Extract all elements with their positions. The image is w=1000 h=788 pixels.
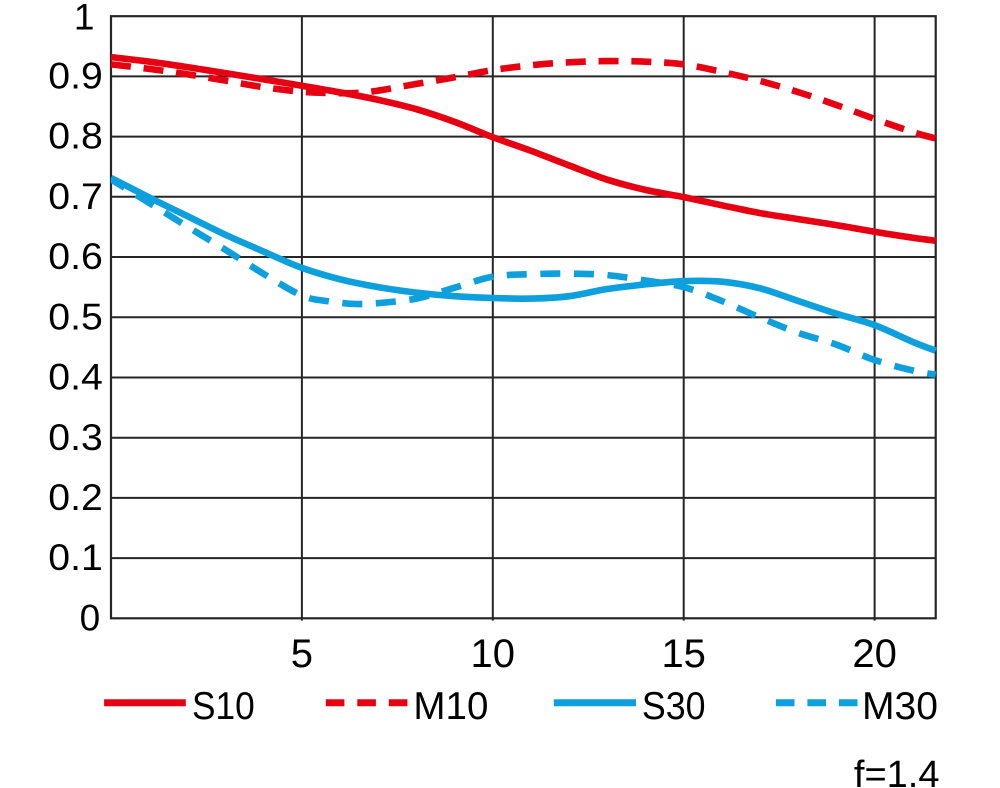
svg-text:0.8: 0.8 [48,116,103,157]
svg-text:S30: S30 [642,685,706,728]
svg-text:1: 1 [74,0,95,37]
svg-text:0.7: 0.7 [48,176,103,217]
svg-text:20: 20 [852,632,897,676]
svg-text:0.1: 0.1 [48,537,103,578]
svg-text:M10: M10 [413,685,488,728]
svg-text:0.9: 0.9 [48,56,103,97]
svg-text:10: 10 [471,632,516,676]
svg-text:0.3: 0.3 [48,417,103,458]
svg-text:0.6: 0.6 [48,236,103,277]
svg-text:0.4: 0.4 [48,357,103,398]
svg-text:0.5: 0.5 [48,296,103,337]
svg-text:0.2: 0.2 [48,477,103,518]
svg-text:5: 5 [291,632,313,676]
svg-text:f=1.4: f=1.4 [854,754,940,788]
svg-text:0: 0 [80,597,101,638]
svg-text:M30: M30 [862,685,938,728]
svg-text:15: 15 [661,632,706,676]
svg-text:S10: S10 [192,685,255,728]
